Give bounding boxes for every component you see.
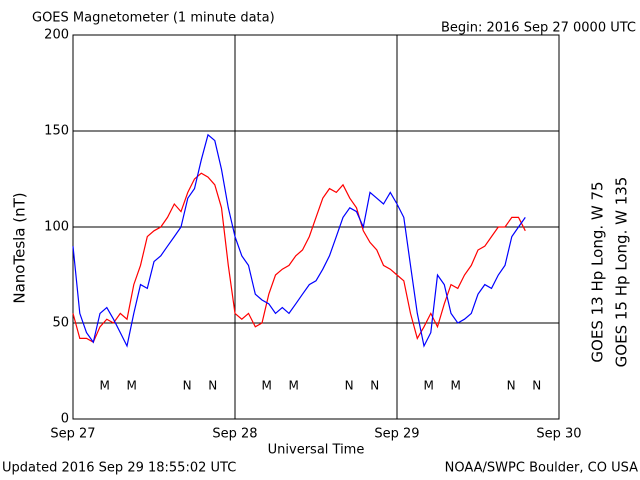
y-tick-label: 200 xyxy=(44,28,69,43)
legend-entry: GOES 15 Hp Long. W 135 xyxy=(613,177,631,368)
y-axis-label: NanoTesla (nT) xyxy=(11,192,29,303)
y-tick-label: 150 xyxy=(44,124,69,139)
x-tick-label: Sep 30 xyxy=(536,427,581,442)
marker-label: M xyxy=(424,379,434,393)
marker-label: M xyxy=(127,379,137,393)
marker-label: N xyxy=(208,379,217,393)
marker-label: N xyxy=(370,379,379,393)
chart-subtitle: Begin: 2016 Sep 27 0000 UTC xyxy=(441,21,636,36)
footer-left: Updated 2016 Sep 29 18:55:02 UTC xyxy=(2,461,236,476)
marker-label: N xyxy=(507,379,516,393)
marker-label: M xyxy=(262,379,272,393)
data-line xyxy=(72,133,526,348)
y-tick-label: 50 xyxy=(52,316,69,331)
data-line xyxy=(72,172,526,344)
marker-label: M xyxy=(289,379,299,393)
x-tick-label: Sep 29 xyxy=(374,427,419,442)
chart-title: GOES Magnetometer (1 minute data) xyxy=(32,11,275,26)
marker-label: M xyxy=(451,379,461,393)
x-axis-label: Universal Time xyxy=(268,443,365,458)
x-tick-label: Sep 28 xyxy=(212,427,257,442)
footer-right: NOAA/SWPC Boulder, CO USA xyxy=(445,461,638,476)
x-tick-label: Sep 27 xyxy=(50,427,95,442)
marker-label: N xyxy=(532,379,541,393)
marker-label: M xyxy=(100,379,110,393)
legend-entry: GOES 13 Hp Long. W 75 xyxy=(589,181,607,362)
marker-label: N xyxy=(345,379,354,393)
marker-label: N xyxy=(183,379,192,393)
y-tick-label: 100 xyxy=(44,220,69,235)
y-tick-label: 0 xyxy=(61,412,69,427)
